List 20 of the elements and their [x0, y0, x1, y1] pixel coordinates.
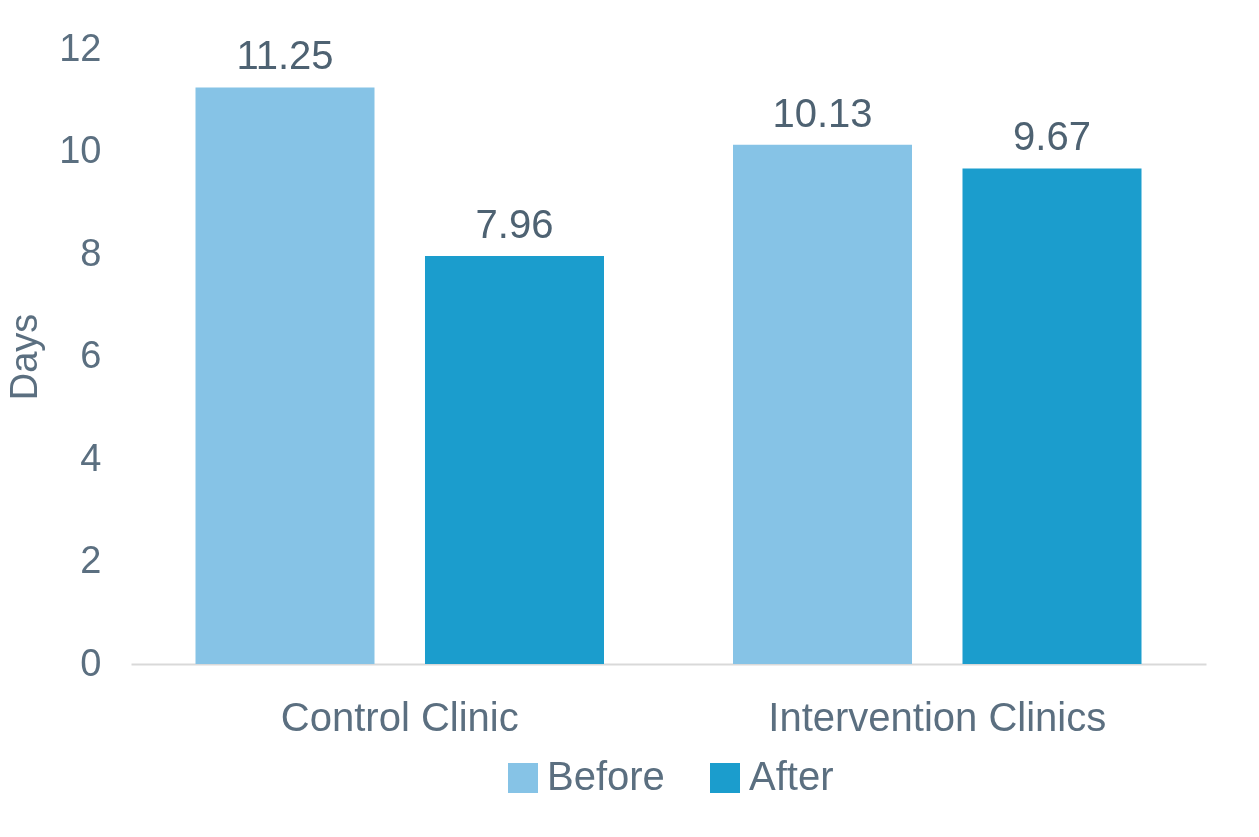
y-tick-label: 0 — [80, 641, 102, 684]
bar — [962, 168, 1142, 664]
legend-label: Before — [547, 754, 665, 798]
bar — [424, 256, 604, 664]
data-label: 9.67 — [1013, 114, 1091, 159]
data-label: 10.13 — [772, 90, 873, 135]
legend-label: After — [749, 754, 834, 798]
bar — [733, 144, 913, 664]
y-tick-label: 4 — [80, 436, 102, 479]
data-label: 7.96 — [475, 202, 554, 247]
y-tick-label: 10 — [59, 129, 102, 171]
y-tick-label: 2 — [80, 539, 102, 581]
y-tick-label: 12 — [59, 26, 102, 69]
y-tick-label: 6 — [80, 334, 102, 376]
x-tick-label: Intervention Clinics — [768, 694, 1107, 739]
y-tick-label: 8 — [80, 231, 102, 274]
x-tick-label: Control Clinic — [280, 694, 519, 739]
data-label: 11.25 — [236, 33, 334, 78]
bar — [195, 87, 375, 664]
y-axis-title: Days — [3, 313, 46, 401]
